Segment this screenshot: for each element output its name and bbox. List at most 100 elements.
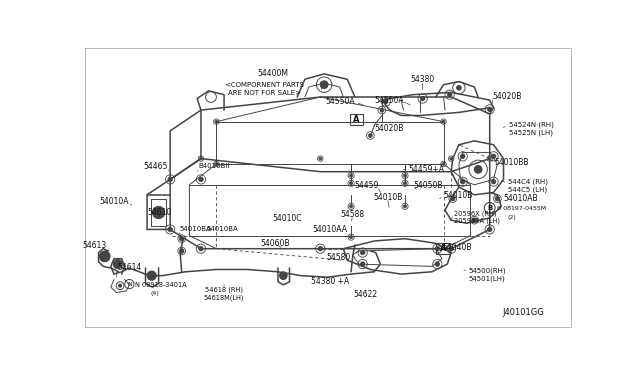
Text: 54588: 54588 <box>340 209 365 218</box>
Text: 54010BA: 54010BA <box>207 227 238 232</box>
Circle shape <box>420 96 425 101</box>
Circle shape <box>280 272 287 279</box>
Text: (2): (2) <box>508 215 516 219</box>
Text: 54459: 54459 <box>355 181 379 190</box>
Text: 544C5 (LH): 544C5 (LH) <box>508 186 547 193</box>
Text: 20596X (RH): 20596X (RH) <box>454 210 497 217</box>
Circle shape <box>492 154 496 158</box>
Circle shape <box>156 209 162 216</box>
Circle shape <box>456 86 461 90</box>
Text: A: A <box>440 244 446 253</box>
Circle shape <box>113 260 122 269</box>
FancyBboxPatch shape <box>349 114 364 125</box>
Text: 54010B: 54010B <box>444 191 473 200</box>
Circle shape <box>403 205 406 208</box>
Circle shape <box>380 108 384 112</box>
Text: 54010B: 54010B <box>373 193 403 202</box>
Circle shape <box>147 271 156 280</box>
Text: 54618 (RH): 54618 (RH) <box>205 286 243 293</box>
FancyBboxPatch shape <box>436 243 450 254</box>
Text: B: B <box>487 205 492 211</box>
Circle shape <box>488 107 492 112</box>
Circle shape <box>460 179 465 184</box>
Circle shape <box>168 227 172 232</box>
Text: A: A <box>353 115 360 124</box>
Circle shape <box>320 81 328 89</box>
Circle shape <box>360 250 365 255</box>
Circle shape <box>442 163 445 166</box>
Circle shape <box>215 163 218 166</box>
Circle shape <box>403 174 406 177</box>
Text: 54459+A: 54459+A <box>409 165 445 174</box>
Circle shape <box>460 154 465 158</box>
Text: 54524N (RH): 54524N (RH) <box>509 122 554 128</box>
Text: 54580: 54580 <box>326 253 351 262</box>
Circle shape <box>449 246 454 251</box>
Circle shape <box>474 166 482 173</box>
Circle shape <box>198 246 204 251</box>
Text: 54050B: 54050B <box>413 181 443 190</box>
Circle shape <box>168 177 172 182</box>
Circle shape <box>495 196 500 201</box>
Text: 54500(RH): 54500(RH) <box>468 267 506 273</box>
Text: 54380 +A: 54380 +A <box>311 277 349 286</box>
Text: N: N <box>127 282 132 286</box>
Text: <COMPORNENT PARTS: <COMPORNENT PARTS <box>225 82 304 88</box>
Text: 20596XA (LH): 20596XA (LH) <box>454 218 500 224</box>
Text: 54010A: 54010A <box>100 197 129 206</box>
Circle shape <box>492 179 496 184</box>
Text: (4): (4) <box>150 291 159 296</box>
Circle shape <box>179 249 184 253</box>
Circle shape <box>488 157 491 160</box>
Text: 54614: 54614 <box>117 263 141 272</box>
Text: 54060B: 54060B <box>260 239 290 248</box>
Text: ARE NOT FOR SALE>: ARE NOT FOR SALE> <box>228 90 301 96</box>
Text: 54622: 54622 <box>354 291 378 299</box>
Circle shape <box>488 227 492 232</box>
Circle shape <box>318 246 323 251</box>
Text: 544C4 (RH): 544C4 (RH) <box>508 179 548 185</box>
Text: 54010C: 54010C <box>273 214 302 223</box>
Circle shape <box>99 251 110 262</box>
Circle shape <box>349 205 353 208</box>
Circle shape <box>349 174 353 177</box>
Circle shape <box>319 157 322 160</box>
Circle shape <box>152 206 164 219</box>
Text: 54020B: 54020B <box>374 124 404 133</box>
Circle shape <box>215 120 218 123</box>
Circle shape <box>447 92 452 97</box>
Text: 54618M(LH): 54618M(LH) <box>204 295 244 301</box>
Circle shape <box>369 134 372 137</box>
Text: 54501(LH): 54501(LH) <box>468 276 505 282</box>
Text: 54010BA: 54010BA <box>179 227 211 232</box>
Text: 54020B: 54020B <box>493 92 522 101</box>
Circle shape <box>118 284 122 287</box>
Circle shape <box>435 262 440 266</box>
Text: 54550A: 54550A <box>325 97 355 106</box>
Circle shape <box>383 99 388 104</box>
Circle shape <box>435 246 440 251</box>
Text: 54550A: 54550A <box>374 96 404 105</box>
Text: B4010BII: B4010BII <box>198 163 230 169</box>
Text: 54010BB: 54010BB <box>494 158 529 167</box>
Circle shape <box>179 236 184 241</box>
Text: 54010AA: 54010AA <box>312 225 348 234</box>
Text: 54613: 54613 <box>83 241 107 250</box>
Circle shape <box>403 182 406 185</box>
Circle shape <box>472 218 477 222</box>
Circle shape <box>200 157 202 160</box>
Circle shape <box>451 196 455 201</box>
Text: 54465: 54465 <box>143 162 168 171</box>
Circle shape <box>349 182 353 185</box>
Text: B 08197-0455M: B 08197-0455M <box>497 206 546 211</box>
Circle shape <box>360 262 365 266</box>
Text: 54010AB: 54010AB <box>504 194 538 203</box>
Circle shape <box>349 235 353 239</box>
Text: 54525N (LH): 54525N (LH) <box>509 129 553 136</box>
Text: 54380: 54380 <box>411 75 435 84</box>
Text: 54040B: 54040B <box>442 243 472 251</box>
Text: J40101GG: J40101GG <box>502 308 545 317</box>
Text: 54610: 54610 <box>147 208 172 217</box>
Circle shape <box>198 177 204 182</box>
Text: N 08918-3401A: N 08918-3401A <box>135 282 186 288</box>
